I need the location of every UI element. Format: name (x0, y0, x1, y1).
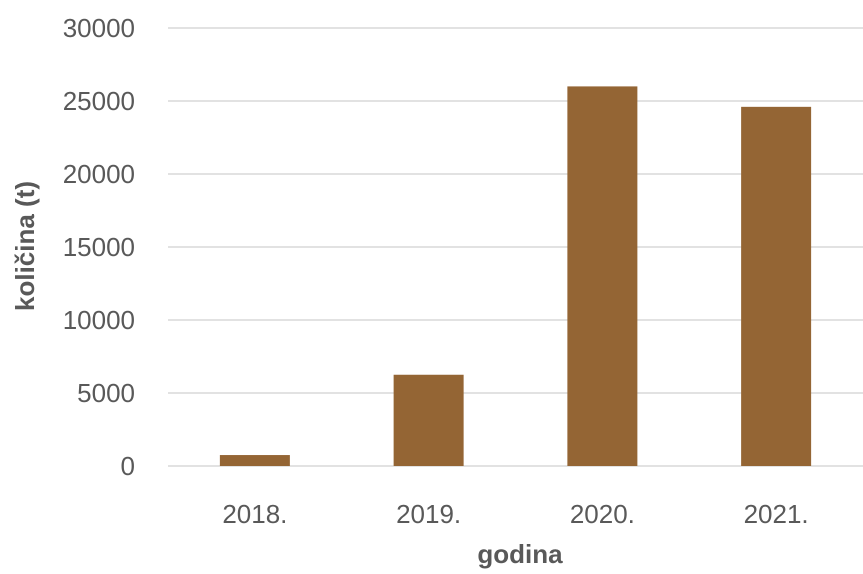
y-tick-label-5000: 5000 (77, 378, 135, 408)
y-axis-title: količina (t) (10, 181, 40, 311)
y-tick-label-10000: 10000 (63, 305, 135, 335)
x-axis-title: godina (477, 539, 563, 569)
y-tick-label-15000: 15000 (63, 232, 135, 262)
y-tick-label-20000: 20000 (63, 159, 135, 189)
bar-2021 (741, 106, 812, 466)
x-tick-label-2019: 2019. (396, 499, 461, 529)
bar-2020 (567, 86, 638, 467)
x-axis-tick-labels: 2018. 2019. 2020. 2021. (222, 499, 808, 529)
y-tick-label-25000: 25000 (63, 86, 135, 116)
bar-2018 (219, 455, 290, 466)
x-tick-label-2018: 2018. (222, 499, 287, 529)
y-tick-label-0: 0 (121, 451, 135, 481)
x-tick-label-2020: 2020. (570, 499, 635, 529)
bars (219, 86, 812, 467)
gridlines (168, 27, 863, 467)
bar-2019 (393, 374, 464, 466)
y-axis-tick-labels: 0 5000 10000 15000 20000 25000 30000 (63, 13, 135, 481)
y-tick-label-30000: 30000 (63, 13, 135, 43)
x-tick-label-2021: 2021. (744, 499, 809, 529)
